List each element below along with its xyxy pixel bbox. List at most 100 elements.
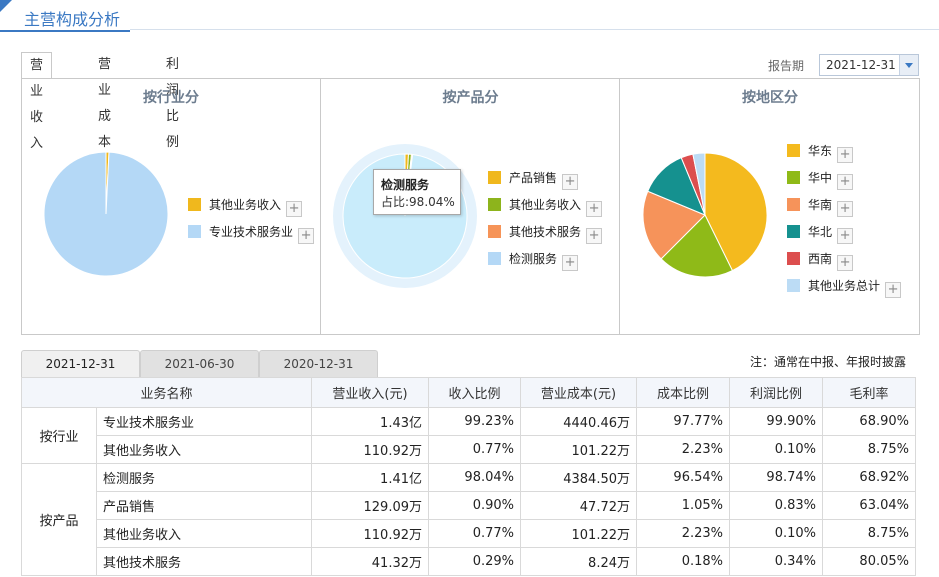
col-header: 利润比例 xyxy=(729,377,823,408)
date-tab-3[interactable]: 2020-12-31 xyxy=(259,350,378,378)
legend-item: 专业技术服务业 + xyxy=(188,223,315,250)
cell-profit-ratio: 0.83% xyxy=(729,491,823,520)
expand-plus-icon[interactable]: + xyxy=(837,201,854,217)
panel-industry: 按行业分 其他业务收入 + 专业技术服务业 + xyxy=(22,79,320,334)
pie-panels: 按行业分 其他业务收入 + 专业技术服务业 + 按产品分 产品销售 + 其他业务收入 +… xyxy=(21,78,920,335)
legend-industry: 其他业务收入 + 专业技术服务业 + xyxy=(188,196,315,250)
legend-label: 其他业务收入 xyxy=(209,198,282,212)
legend-label: 华北 xyxy=(808,225,833,239)
title-bar: 主营构成分析 xyxy=(0,0,939,32)
chevron-down-icon[interactable] xyxy=(899,55,918,75)
cell-revenue-ratio: 0.77% xyxy=(428,519,521,548)
legend-swatch xyxy=(188,225,201,238)
cell-cost-ratio: 1.05% xyxy=(636,491,730,520)
legend-label: 西南 xyxy=(808,252,833,266)
cell-gross-margin: 68.90% xyxy=(822,407,916,436)
cell-revenue: 1.43亿 xyxy=(311,407,429,436)
date-tab-1[interactable]: 2021-12-31 xyxy=(21,350,140,378)
cell-gross-margin: 8.75% xyxy=(822,519,916,548)
tab-revenue[interactable]: 营业收入 xyxy=(21,52,53,151)
legend-label: 华东 xyxy=(808,144,833,158)
legend-item: 华南 + xyxy=(787,196,901,223)
legend-label: 华中 xyxy=(808,171,833,185)
tab-cost[interactable]: 营业成本 xyxy=(98,57,112,150)
cell-cost: 8.24万 xyxy=(520,547,637,576)
legend-swatch xyxy=(488,225,501,238)
expand-plus-icon[interactable]: + xyxy=(837,255,854,271)
expand-plus-icon[interactable]: + xyxy=(298,228,315,244)
cell-revenue-ratio: 99.23% xyxy=(428,407,521,436)
col-header: 业务名称 xyxy=(21,377,312,408)
table-row: 产品销售 129.09万 0.90% 47.72万 1.05% 0.83% 63… xyxy=(22,491,916,520)
expand-plus-icon[interactable]: + xyxy=(837,147,854,163)
title-tab xyxy=(0,0,130,32)
expand-plus-icon[interactable]: + xyxy=(562,174,579,190)
expand-plus-icon[interactable]: + xyxy=(586,201,603,217)
report-period-select[interactable]: 2021-12-31 xyxy=(819,54,919,76)
col-header: 收入比例 xyxy=(428,377,521,408)
legend-item: 华中 + xyxy=(787,169,901,196)
cell-gross-margin: 68.92% xyxy=(822,463,916,492)
pie-tooltip: 检测服务 占比:98.04% xyxy=(373,169,461,215)
legend-label: 检测服务 xyxy=(509,252,558,266)
pie-slice-1[interactable] xyxy=(704,152,768,272)
cell-cost: 4384.50万 xyxy=(520,463,637,492)
pie-slice-6[interactable] xyxy=(692,152,706,216)
date-tab-2[interactable]: 2021-06-30 xyxy=(140,350,259,378)
table-header-row: 业务名称 营业收入(元) 收入比例 营业成本(元) 成本比例 利润比例 毛利率 xyxy=(21,377,916,408)
pie-slice-3[interactable] xyxy=(642,190,706,260)
title-corner-decoration xyxy=(0,0,12,12)
legend-item: 华北 + xyxy=(787,223,901,250)
legend-swatch xyxy=(787,171,800,184)
cell-cost-ratio: 0.18% xyxy=(636,547,730,576)
expand-plus-icon[interactable]: + xyxy=(837,228,854,244)
tooltip-title: 检测服务 xyxy=(381,178,430,192)
legend-label: 其他业务总计 xyxy=(808,279,881,293)
pie-slice-2[interactable] xyxy=(43,151,169,277)
legend-swatch xyxy=(787,252,800,265)
cell-cost-ratio: 97.77% xyxy=(636,407,730,436)
expand-plus-icon[interactable]: + xyxy=(837,174,854,190)
group-label: 按产品 xyxy=(21,463,97,576)
cell-revenue-ratio: 98.04% xyxy=(428,463,521,492)
legend-label: 其他业务收入 xyxy=(509,198,582,212)
legend-label: 华南 xyxy=(808,198,833,212)
cell-gross-margin: 80.05% xyxy=(822,547,916,576)
cell-profit-ratio: 99.90% xyxy=(729,407,823,436)
expand-plus-icon[interactable]: + xyxy=(286,201,303,217)
pie-slice-2[interactable] xyxy=(660,214,734,278)
expand-plus-icon[interactable]: + xyxy=(562,255,579,271)
legend-item: 其他业务收入 + xyxy=(188,196,314,223)
cell-gross-margin: 63.04% xyxy=(822,491,916,520)
report-period-value: 2021-12-31 xyxy=(826,58,896,72)
legend-swatch xyxy=(787,225,800,238)
title-underline xyxy=(0,29,939,30)
cell-profit-ratio: 0.34% xyxy=(729,547,823,576)
table-row: 按行业 专业技术服务业 1.43亿 99.23% 4440.46万 97.77%… xyxy=(21,407,916,464)
cell-revenue: 110.92万 xyxy=(311,519,429,548)
cell-name: 专业技术服务业 xyxy=(96,407,312,436)
col-header: 成本比例 xyxy=(636,377,730,408)
report-period-label: 报告期 xyxy=(768,59,805,73)
page-title: 主营构成分析 xyxy=(24,10,121,29)
expand-plus-icon[interactable]: + xyxy=(885,282,902,298)
cell-profit-ratio: 0.10% xyxy=(729,519,823,548)
panel-title-region: 按地区分 xyxy=(742,90,798,106)
legend-item: 其他业务总计 + xyxy=(787,277,902,304)
tab-profit-ratio[interactable]: 利润比例 xyxy=(166,57,180,150)
cell-revenue: 129.09万 xyxy=(311,491,429,520)
pie-chart-industry xyxy=(43,151,169,277)
legend-item: 西南 + xyxy=(787,250,901,277)
panel-title-industry: 按行业分 xyxy=(143,90,199,106)
composition-table: 业务名称 营业收入(元) 收入比例 营业成本(元) 成本比例 利润比例 毛利率 … xyxy=(21,377,916,576)
cell-revenue: 1.41亿 xyxy=(311,463,429,492)
legend-swatch xyxy=(488,171,501,184)
cell-cost-ratio: 2.23% xyxy=(636,435,730,464)
table-row: 其他业务收入 110.92万 0.77% 101.22万 2.23% 0.10%… xyxy=(22,519,916,548)
legend-label: 其他技术服务 xyxy=(509,225,582,239)
cell-revenue: 110.92万 xyxy=(311,435,429,464)
expand-plus-icon[interactable]: + xyxy=(586,228,603,244)
cell-cost: 47.72万 xyxy=(520,491,637,520)
legend-item: 检测服务 + xyxy=(488,250,602,277)
cell-name: 其他业务收入 xyxy=(96,435,312,464)
